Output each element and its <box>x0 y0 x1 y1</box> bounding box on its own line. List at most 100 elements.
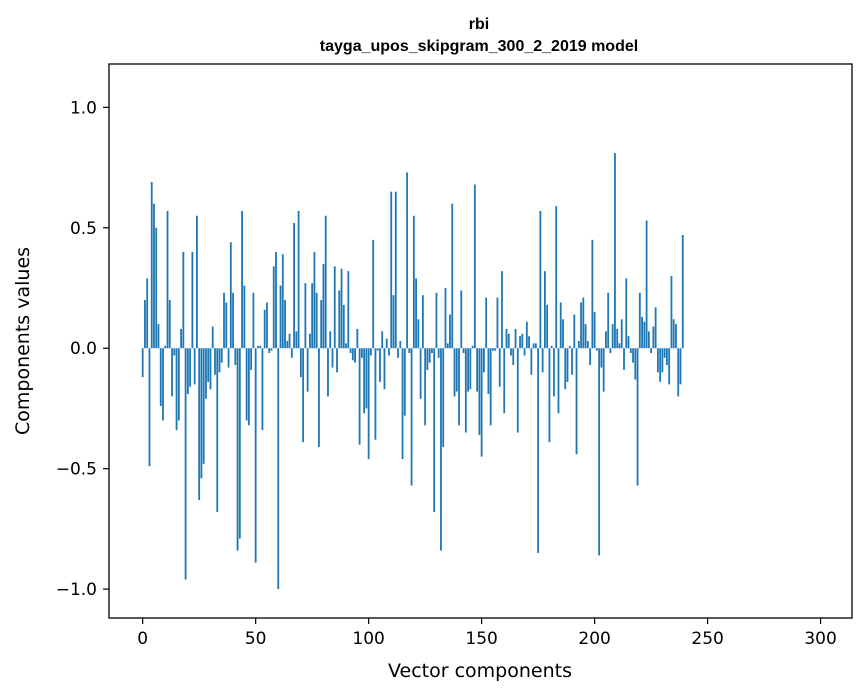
bar <box>419 348 422 399</box>
bar <box>652 326 655 349</box>
bar <box>304 283 307 349</box>
bar <box>562 319 564 349</box>
bar <box>220 348 223 363</box>
bar <box>243 285 246 349</box>
bar <box>293 222 295 349</box>
x-tick-label: 50 <box>245 629 267 649</box>
bar <box>492 348 494 351</box>
bar <box>186 348 189 394</box>
x-tick-label: 200 <box>578 629 610 649</box>
bar <box>672 319 675 349</box>
bar <box>659 348 662 382</box>
bar <box>257 345 259 349</box>
bar <box>595 348 598 351</box>
bar <box>177 348 180 421</box>
bar <box>180 328 182 349</box>
x-tick-label: 0 <box>137 629 148 649</box>
bar <box>589 348 591 366</box>
bar <box>155 227 158 349</box>
bar <box>451 203 454 349</box>
bar <box>564 348 567 390</box>
bar <box>216 348 219 513</box>
bar <box>559 302 562 349</box>
bar <box>182 251 185 349</box>
bar <box>324 215 327 349</box>
bar <box>417 319 420 349</box>
bar <box>627 336 630 349</box>
bar <box>424 348 427 426</box>
bar <box>397 348 399 358</box>
bar <box>218 348 221 373</box>
x-tick-label: 150 <box>465 629 497 649</box>
bar <box>566 348 569 382</box>
bar <box>539 210 542 349</box>
bar <box>211 326 214 349</box>
bar <box>591 239 594 349</box>
bar <box>611 324 614 349</box>
bar <box>467 348 469 392</box>
bar <box>532 343 535 349</box>
bar <box>159 348 162 407</box>
bar <box>401 348 404 460</box>
bar <box>214 348 216 375</box>
x-tick-label: 300 <box>804 629 836 649</box>
bar <box>681 235 684 349</box>
bar <box>148 348 151 467</box>
bar <box>286 341 289 349</box>
bar <box>184 348 187 580</box>
bar <box>166 210 169 349</box>
bar <box>290 348 293 358</box>
bar <box>675 324 677 349</box>
bar <box>482 348 485 373</box>
bar <box>453 348 456 397</box>
bar <box>525 321 528 349</box>
bar <box>275 251 277 349</box>
bar <box>406 172 408 349</box>
plot-frame <box>108 63 853 619</box>
bar <box>661 348 664 373</box>
bar <box>528 336 530 349</box>
bar <box>266 302 268 349</box>
bar <box>663 348 666 358</box>
bar <box>449 314 451 349</box>
bar <box>634 348 637 380</box>
bar <box>656 348 659 373</box>
bar <box>327 348 329 397</box>
bar <box>584 324 587 349</box>
bar <box>272 266 275 349</box>
bar <box>250 348 253 370</box>
bar <box>431 348 433 354</box>
bar <box>534 343 537 349</box>
bar <box>349 348 352 354</box>
bar <box>573 314 576 349</box>
bar <box>175 348 178 431</box>
bar <box>582 297 585 349</box>
bar <box>225 302 228 349</box>
bar <box>489 348 492 426</box>
bar <box>473 184 476 349</box>
bar <box>677 348 680 397</box>
bar <box>356 328 359 349</box>
bar <box>394 191 397 349</box>
bar <box>638 292 641 349</box>
bar <box>625 278 628 349</box>
bar <box>433 348 436 513</box>
bar <box>238 348 241 539</box>
x-tick-label: 100 <box>352 629 384 649</box>
bar <box>557 348 560 414</box>
bar <box>367 348 370 460</box>
bar <box>512 348 515 366</box>
bar <box>338 290 341 349</box>
bar <box>299 348 302 378</box>
bar <box>440 348 442 551</box>
bar <box>455 348 458 392</box>
bar <box>577 341 580 349</box>
bar <box>501 271 503 349</box>
bar <box>485 297 488 349</box>
bar <box>196 215 198 349</box>
bar <box>550 345 553 349</box>
bar <box>381 331 384 349</box>
bar <box>666 348 668 366</box>
bar <box>173 348 176 356</box>
